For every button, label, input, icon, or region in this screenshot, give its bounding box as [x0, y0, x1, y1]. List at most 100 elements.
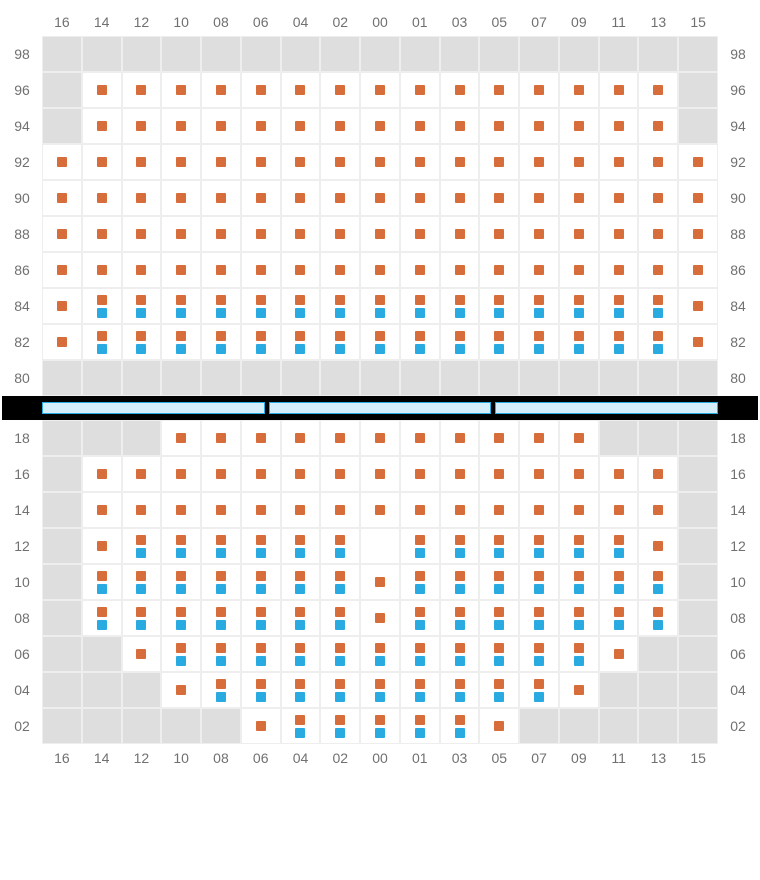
seat-cell[interactable] [122, 252, 162, 288]
seat-cell[interactable] [201, 288, 241, 324]
seat-cell[interactable] [440, 144, 480, 180]
seat-cell[interactable] [599, 180, 639, 216]
seat-cell[interactable] [320, 420, 360, 456]
seat-cell[interactable] [360, 456, 400, 492]
seat-cell[interactable] [440, 456, 480, 492]
seat-cell[interactable] [638, 216, 678, 252]
seat-cell[interactable] [161, 672, 201, 708]
seat-cell[interactable] [241, 708, 281, 744]
seat-cell[interactable] [559, 288, 599, 324]
seat-cell[interactable] [201, 672, 241, 708]
seat-cell[interactable] [320, 324, 360, 360]
seat-cell[interactable] [281, 708, 321, 744]
seat-cell[interactable] [559, 564, 599, 600]
seat-cell[interactable] [479, 72, 519, 108]
seat-cell[interactable] [400, 492, 440, 528]
seat-cell[interactable] [479, 144, 519, 180]
seat-cell[interactable] [678, 252, 718, 288]
seat-cell[interactable] [82, 252, 122, 288]
seat-cell[interactable] [400, 564, 440, 600]
seat-cell[interactable] [479, 108, 519, 144]
seat-cell[interactable] [559, 144, 599, 180]
seat-cell[interactable] [360, 324, 400, 360]
seat-cell[interactable] [161, 420, 201, 456]
seat-cell[interactable] [678, 288, 718, 324]
seat-cell[interactable] [320, 600, 360, 636]
seat-cell[interactable] [360, 108, 400, 144]
seat-cell[interactable] [519, 456, 559, 492]
seat-cell[interactable] [360, 180, 400, 216]
seat-cell[interactable] [320, 456, 360, 492]
seat-cell[interactable] [82, 564, 122, 600]
seat-cell[interactable] [638, 252, 678, 288]
seat-cell[interactable] [360, 672, 400, 708]
seat-cell[interactable] [599, 636, 639, 672]
seat-cell[interactable] [241, 180, 281, 216]
seat-cell[interactable] [519, 108, 559, 144]
seat-cell[interactable] [201, 564, 241, 600]
seat-cell[interactable] [638, 288, 678, 324]
seat-cell[interactable] [241, 72, 281, 108]
seat-cell[interactable] [241, 672, 281, 708]
seat-cell[interactable] [161, 144, 201, 180]
seat-cell[interactable] [599, 324, 639, 360]
seat-cell[interactable] [400, 528, 440, 564]
seat-cell[interactable] [161, 72, 201, 108]
seat-cell[interactable] [479, 456, 519, 492]
seat-cell[interactable] [400, 180, 440, 216]
seat-cell[interactable] [161, 324, 201, 360]
seat-cell[interactable] [161, 492, 201, 528]
seat-cell[interactable] [241, 216, 281, 252]
seat-cell[interactable] [519, 288, 559, 324]
seat-cell[interactable] [320, 108, 360, 144]
seat-cell[interactable] [400, 108, 440, 144]
seat-cell[interactable] [559, 636, 599, 672]
seat-cell[interactable] [479, 216, 519, 252]
seat-cell[interactable] [201, 420, 241, 456]
seat-cell[interactable] [519, 72, 559, 108]
seat-cell[interactable] [360, 420, 400, 456]
seat-cell[interactable] [241, 420, 281, 456]
seat-cell[interactable] [440, 672, 480, 708]
seat-cell[interactable] [479, 324, 519, 360]
seat-cell[interactable] [440, 564, 480, 600]
seat-cell[interactable] [519, 252, 559, 288]
seat-cell[interactable] [678, 144, 718, 180]
seat-cell[interactable] [201, 180, 241, 216]
seat-cell[interactable] [599, 108, 639, 144]
seat-cell[interactable] [440, 72, 480, 108]
seat-cell[interactable] [122, 636, 162, 672]
seat-cell[interactable] [320, 528, 360, 564]
seat-cell[interactable] [281, 216, 321, 252]
seat-cell[interactable] [241, 144, 281, 180]
seat-cell[interactable] [678, 180, 718, 216]
seat-cell[interactable] [161, 108, 201, 144]
seat-cell[interactable] [519, 564, 559, 600]
seat-cell[interactable] [638, 108, 678, 144]
seat-cell[interactable] [201, 528, 241, 564]
seat-cell[interactable] [161, 600, 201, 636]
seat-cell[interactable] [638, 528, 678, 564]
seat-cell[interactable] [360, 600, 400, 636]
seat-cell[interactable] [599, 528, 639, 564]
seat-cell[interactable] [201, 492, 241, 528]
seat-cell[interactable] [122, 600, 162, 636]
seat-cell[interactable] [559, 600, 599, 636]
seat-cell[interactable] [122, 528, 162, 564]
seat-cell[interactable] [440, 180, 480, 216]
seat-cell[interactable] [599, 252, 639, 288]
seat-cell[interactable] [638, 492, 678, 528]
seat-cell[interactable] [440, 600, 480, 636]
seat-cell[interactable] [82, 528, 122, 564]
seat-cell[interactable] [161, 636, 201, 672]
seat-cell[interactable] [122, 288, 162, 324]
seat-cell[interactable] [440, 108, 480, 144]
seat-cell[interactable] [360, 144, 400, 180]
seat-cell[interactable] [599, 72, 639, 108]
seat-cell[interactable] [479, 564, 519, 600]
seat-cell[interactable] [201, 324, 241, 360]
seat-cell[interactable] [678, 324, 718, 360]
seat-cell[interactable] [638, 564, 678, 600]
seat-cell[interactable] [559, 324, 599, 360]
seat-cell[interactable] [479, 252, 519, 288]
